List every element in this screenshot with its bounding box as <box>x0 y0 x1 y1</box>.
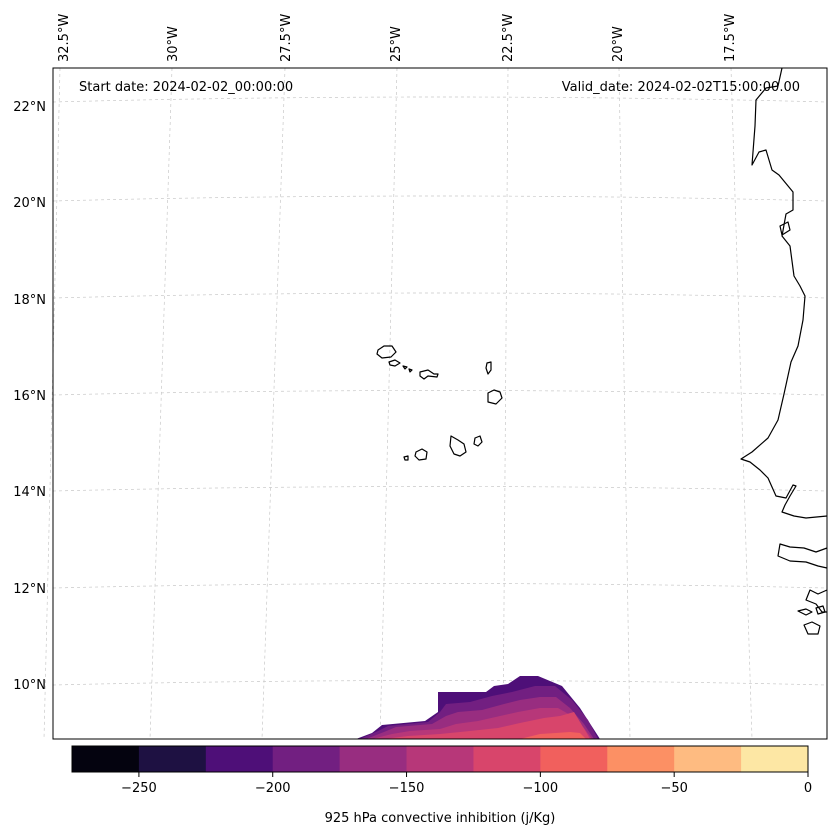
map-frame <box>52 67 828 740</box>
island-sao-nicolau <box>419 369 439 380</box>
coastlines <box>376 67 828 635</box>
colorbar-segment <box>205 746 274 772</box>
colorbar-tick-label: −200 <box>255 781 291 796</box>
map-background <box>53 68 827 739</box>
coastline-guinea-bissau <box>805 589 828 613</box>
coastline-senegal-mauritania <box>740 67 828 519</box>
colorbar-tick-label: −150 <box>389 781 425 796</box>
gridline-lat-22n <box>52 96 828 103</box>
gridline-lat-14n <box>52 486 828 492</box>
colorbar-tick-label: −250 <box>121 781 157 796</box>
valid-date-label: Valid_date: 2024-02-02T15:00:00.00 <box>562 80 800 95</box>
island-sao-vicente <box>388 359 401 367</box>
lat-label-12n: 12°N <box>13 582 46 597</box>
island-santo-antao <box>376 345 397 359</box>
lat-label-20n: 20°N <box>13 196 46 211</box>
colorbar-segment <box>72 746 140 772</box>
gridline-lat-20n <box>52 195 828 202</box>
colorbar-tick-label: 0 <box>804 781 812 796</box>
island-maio <box>473 435 483 447</box>
start-date-label: Start date: 2024-02-02_00:00:00 <box>79 80 293 95</box>
colorbar-segment <box>138 746 207 772</box>
lon-label-22-5w: 22.5°W <box>501 14 516 62</box>
lon-label-32-5w: 32.5°W <box>57 14 72 62</box>
lat-label-14n: 14°N <box>13 485 46 500</box>
colorbar-outline <box>71 745 809 773</box>
island-santa-luzia <box>402 365 408 370</box>
graticule <box>43 67 828 740</box>
colorbar-segments <box>72 746 809 772</box>
gridline-lat-18n <box>52 292 828 299</box>
lon-label-17-5w: 17.5°W <box>723 14 738 62</box>
colorbar-tick-label: −50 <box>660 781 687 796</box>
lat-label-22n: 22°N <box>13 100 46 115</box>
island-boa-vista <box>487 389 503 405</box>
gridline-lon-27-5w <box>261 67 286 740</box>
lon-label-30w: 30°W <box>166 26 181 62</box>
latitude-labels: 22°N 20°N 18°N 16°N 14°N 12°N 10°N <box>13 100 46 693</box>
island-banc-arguin <box>779 221 791 236</box>
island-bijagos-1 <box>797 608 813 616</box>
lon-label-20w: 20°W <box>611 26 626 62</box>
lat-label-18n: 18°N <box>13 293 46 308</box>
island-bijagos-2 <box>803 621 821 635</box>
colorbar-segment <box>741 746 809 772</box>
lon-label-25w: 25°W <box>389 26 404 62</box>
colorbar-segment <box>406 746 474 772</box>
colorbar-segment <box>272 746 341 772</box>
island-sal <box>485 361 492 375</box>
cin-field <box>356 676 600 739</box>
lon-label-27-5w: 27.5°W <box>279 14 294 62</box>
colorbar-segment <box>674 746 742 772</box>
colorbar-tick-label: −100 <box>523 781 559 796</box>
gridline-lat-16n <box>52 390 828 396</box>
colorbar-ticks: −250 −200 −150 −100 −50 0 <box>121 772 812 796</box>
colorbar-label: 925 hPa convective inhibition (j/Kg) <box>325 811 556 826</box>
gridline-lat-12n <box>52 583 828 589</box>
coastline-gambia <box>777 543 828 569</box>
island-brava <box>403 455 409 461</box>
island-bijagos-3 <box>815 605 826 615</box>
colorbar-segment <box>473 746 541 772</box>
gridline-lon-32-5w <box>43 67 61 740</box>
gridline-lon-22-5w <box>502 67 509 740</box>
island-fogo <box>414 448 428 461</box>
gridline-lat-10n <box>52 680 828 686</box>
colorbar-segment <box>607 746 675 772</box>
longitude-labels: 32.5°W 30°W 27.5°W 25°W 22.5°W 20°W 17.5… <box>57 14 738 62</box>
colorbar-segment <box>540 746 608 772</box>
cin-contour-level-125 <box>384 712 590 739</box>
colorbar-segment <box>339 746 408 772</box>
gridline-lon-20w <box>618 67 631 740</box>
cin-contour-level-100 <box>520 732 586 739</box>
colorbar: −250 −200 −150 −100 −50 0 925 hPa convective … <box>71 745 812 826</box>
island-santiago <box>449 435 467 457</box>
island-branco <box>408 368 413 373</box>
lat-label-16n: 16°N <box>13 389 46 404</box>
lat-label-10n: 10°N <box>13 678 46 693</box>
gridline-lon-25w <box>379 67 398 740</box>
gridline-lon-17-5w <box>730 67 753 740</box>
gridline-lon-30w <box>149 67 173 740</box>
map-panel: Start date: 2024-02-02_00:00:00 Valid_da… <box>43 67 828 740</box>
